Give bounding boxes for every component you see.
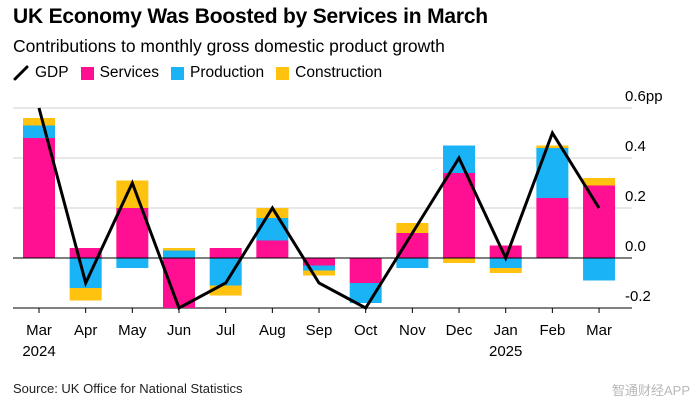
x-tick-label: May — [118, 322, 147, 339]
bar-services — [349, 258, 382, 283]
x-tick-label: Sep — [306, 322, 333, 339]
grid-layer — [13, 107, 632, 309]
legend-label-gdp: GDP — [35, 64, 69, 81]
bar-production — [163, 250, 196, 258]
bar-production — [23, 125, 55, 138]
y-tick-label: 0.6pp — [625, 88, 663, 105]
x-tick-label: Mar — [26, 322, 52, 339]
bar-construction — [536, 145, 569, 148]
bar-construction — [583, 178, 616, 186]
x-tick-label: Apr — [74, 322, 97, 339]
chart-legend: GDP Services Production Construction — [13, 63, 394, 83]
legend-label-services: Services — [99, 64, 160, 81]
x-tick-label: Dec — [446, 322, 473, 339]
bar-production — [256, 218, 289, 241]
gdp-line — [37, 107, 601, 311]
x-tick-label: Jan — [494, 322, 518, 339]
bar-layer — [23, 118, 616, 308]
bar-production — [489, 258, 522, 268]
bar-construction — [443, 258, 476, 263]
bar-production — [349, 283, 382, 303]
bar-services — [583, 185, 616, 258]
legend-swatch-services — [80, 66, 94, 80]
source-note: Source: UK Office for National Statistic… — [13, 381, 243, 396]
watermark: 智通财经APP — [611, 383, 690, 398]
bar-construction — [209, 285, 242, 296]
x-tick-label: Nov — [399, 322, 426, 339]
x-year-label: 2025 — [489, 343, 522, 360]
bar-services — [303, 258, 336, 266]
legend-swatch-construction — [276, 66, 290, 80]
bar-services — [396, 233, 429, 258]
bar-construction — [23, 118, 55, 126]
x-tick-label: Jul — [216, 322, 235, 339]
x-tick-label: Mar — [586, 322, 612, 339]
y-tick-label: 0.2 — [625, 188, 646, 205]
x-year-label: 2024 — [22, 343, 55, 360]
legend-item-production: Production — [171, 64, 264, 82]
bar-construction — [163, 248, 196, 251]
gdp-line-layer — [37, 107, 601, 311]
y-tick-label: 0.4 — [625, 138, 646, 155]
x-tick-labels: Mar 2024 Apr May Jun Jul Aug Sep Oct Nov Dec Jan 202… — [22, 308, 612, 360]
bar-services — [443, 173, 476, 258]
bar-services — [116, 208, 149, 258]
bar-construction — [489, 268, 522, 273]
legend-item-services: Services — [80, 64, 160, 82]
bar-services — [489, 245, 522, 258]
x-tick-label: Jun — [167, 322, 191, 339]
bar-services — [209, 248, 242, 258]
y-tick-label: -0.2 — [625, 288, 651, 305]
bar-production — [583, 258, 616, 281]
y-tick-label: 0.0 — [625, 238, 646, 255]
bar-construction — [256, 208, 289, 218]
bar-production — [303, 265, 336, 271]
chart-subtitle: Contributions to monthly gross domestic … — [13, 36, 445, 56]
x-tick-label: Aug — [259, 322, 286, 339]
x-tick-label: Feb — [539, 322, 565, 339]
bar-construction — [303, 270, 336, 276]
bar-production — [396, 258, 429, 268]
bar-services — [256, 240, 289, 258]
x-tick-label: Oct — [354, 322, 378, 339]
bar-services — [69, 248, 102, 258]
bar-construction — [396, 223, 429, 233]
legend-item-construction: Construction — [276, 64, 382, 82]
chart-title: UK Economy Was Boosted by Services in Ma… — [13, 5, 488, 28]
y-tick-labels: -0.2 0.0 0.2 0.4 0.6pp — [625, 88, 663, 305]
legend-swatch-production — [171, 66, 185, 80]
bar-services — [23, 138, 55, 258]
legend-item-gdp: GDP — [13, 64, 69, 82]
bar-construction — [69, 288, 102, 301]
bar-production — [116, 258, 149, 268]
legend-label-production: Production — [190, 64, 265, 81]
bar-services — [536, 198, 569, 258]
legend-label-construction: Construction — [295, 64, 383, 81]
bar-production — [536, 148, 569, 198]
gdp-line-icon — [13, 65, 29, 81]
